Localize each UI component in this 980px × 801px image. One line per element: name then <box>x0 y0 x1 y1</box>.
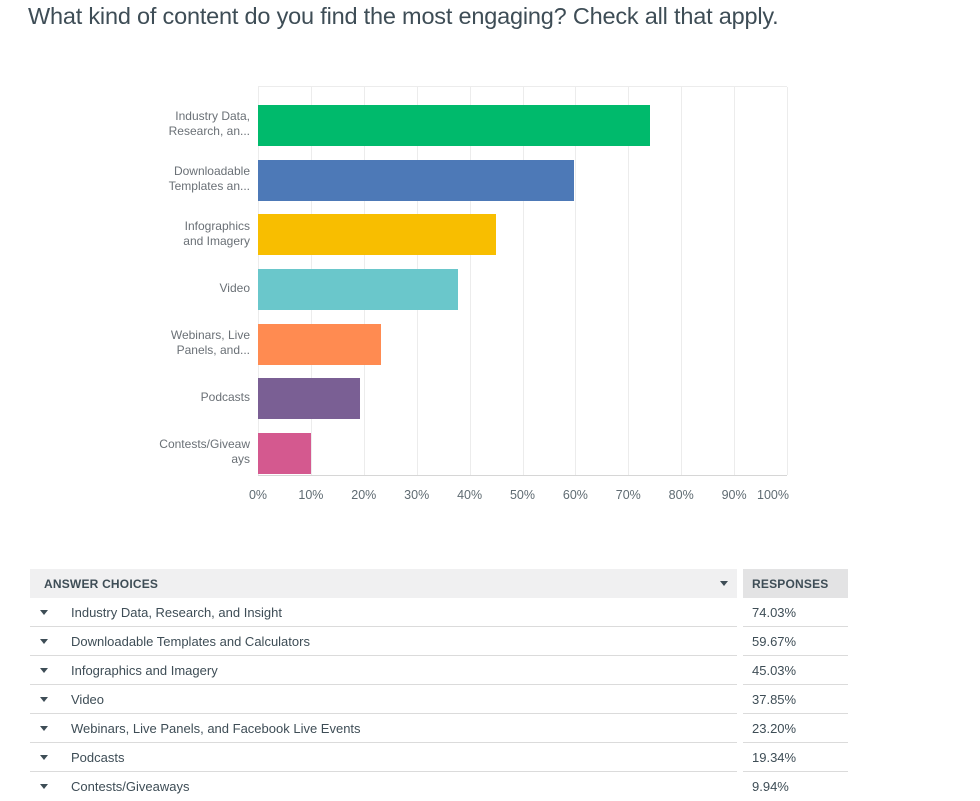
gridline <box>787 87 788 475</box>
x-axis-tick-label: 100% <box>757 488 789 502</box>
answer-choice-label: Infographics and Imagery <box>71 662 218 678</box>
response-value: 59.67% <box>752 633 797 649</box>
answer-choice-cell: Infographics and Imagery <box>30 656 737 685</box>
responses-header-label: RESPONSES <box>752 576 829 591</box>
answer-choice-cell: Podcasts <box>30 743 737 772</box>
answer-choices-header[interactable]: ANSWER CHOICES <box>30 569 737 598</box>
response-value: 37.85% <box>752 691 797 707</box>
x-axis-tick-label: 30% <box>404 488 430 502</box>
answer-choice-cell: Industry Data, Research, and Insight <box>30 598 737 627</box>
chart-bar <box>258 268 459 310</box>
category-label: Contests/Giveaw ays <box>159 437 250 467</box>
category-label: Industry Data, Research, an... <box>168 109 250 139</box>
gridline <box>575 87 577 475</box>
responses-header: RESPONSES <box>743 569 848 598</box>
gridline <box>628 87 630 475</box>
response-cell: 37.85% <box>743 685 848 714</box>
answer-choice-label: Downloadable Templates and Calculators <box>71 633 310 649</box>
answer-choice-label: Industry Data, Research, and Insight <box>71 604 283 620</box>
column-gap <box>737 685 743 714</box>
response-value: 9.94% <box>752 779 789 794</box>
category-label: Podcasts <box>200 390 250 405</box>
x-axis-tick-label: 70% <box>615 488 641 502</box>
answer-choice-cell: Contests/Giveaways <box>30 772 737 801</box>
row-expand-triangle-down-icon[interactable] <box>40 609 48 615</box>
response-cell: 19.34% <box>743 743 848 772</box>
chart-bar <box>258 104 650 146</box>
response-cell: 9.94% <box>743 772 848 801</box>
response-value: 74.03% <box>752 604 797 620</box>
response-cell: 74.03% <box>743 598 848 627</box>
answer-choice-cell: Video <box>30 685 737 714</box>
sort-triangle-down-icon[interactable] <box>720 581 728 586</box>
category-label: Video <box>219 280 250 295</box>
row-expand-triangle-down-icon[interactable] <box>40 754 48 760</box>
gridline <box>681 87 683 475</box>
x-axis-tick-label: 60% <box>562 488 588 502</box>
chart-bar <box>258 378 361 420</box>
answer-choice-label: Podcasts <box>71 749 125 765</box>
chart-bar <box>258 323 381 365</box>
table-row: Webinars, Live Panels, and Facebook Live… <box>30 714 848 743</box>
answer-choices-header-label: ANSWER CHOICES <box>44 576 159 591</box>
x-axis-tick-label: 50% <box>509 488 536 502</box>
chart-category-labels: Industry Data, Research, an... Downloadabl… <box>0 97 250 480</box>
category-label: Infographics and Imagery <box>183 218 250 248</box>
gridline <box>469 87 471 475</box>
chart-bar <box>258 214 497 256</box>
category-label: Webinars, Live Panels, and... <box>170 328 250 358</box>
x-axis-tick-label: 0% <box>248 488 268 502</box>
x-axis-tick-label: 80% <box>668 488 694 502</box>
answer-choice-cell: Webinars, Live Panels, and Facebook Live… <box>30 714 737 743</box>
column-gap <box>737 569 743 598</box>
x-axis-tick-label: 10% <box>298 488 324 502</box>
table-row: Industry Data, Research, and Insight 74.0… <box>30 598 848 627</box>
column-gap <box>737 743 743 772</box>
table-row: Podcasts 19.34% <box>30 743 848 772</box>
table-row: Downloadable Templates and Calculators 59… <box>30 627 848 656</box>
category-label: Downloadable Templates an... <box>168 164 250 194</box>
answer-choice-cell: Downloadable Templates and Calculators <box>30 627 737 656</box>
x-axis-tick-label: 90% <box>721 488 747 502</box>
response-cell: 45.03% <box>743 656 848 685</box>
answer-choice-label: Video <box>71 691 105 707</box>
x-axis-tick-label: 40% <box>457 488 483 502</box>
question-title: What kind of content do you find the mos… <box>28 3 779 29</box>
column-gap <box>737 772 743 801</box>
table-row: Video 37.85% <box>30 685 848 714</box>
response-value: 45.03% <box>752 662 797 678</box>
table-row: Infographics and Imagery 45.03% <box>30 656 848 685</box>
x-axis: 0% 10% 20% 30% 40% 50% 60% 70% 80% 90% 100% <box>249 488 789 504</box>
plot-area <box>258 86 788 476</box>
gridline <box>734 87 736 475</box>
response-value: 23.20% <box>752 720 797 736</box>
chart-bar <box>258 433 311 475</box>
answer-choice-label: Webinars, Live Panels, and Facebook Live… <box>71 720 361 736</box>
table-header-row: ANSWER CHOICES RESPONSES <box>30 569 848 598</box>
gridline <box>522 87 524 475</box>
response-cell: 59.67% <box>743 627 848 656</box>
chart-bar <box>258 159 574 201</box>
table-body: Industry Data, Research, and Insight 74.0… <box>30 598 848 801</box>
row-expand-triangle-down-icon[interactable] <box>40 638 48 644</box>
table-row: Contests/Giveaways 9.94% <box>30 772 848 801</box>
row-expand-triangle-down-icon[interactable] <box>40 696 48 702</box>
column-gap <box>737 627 743 656</box>
column-gap <box>737 714 743 743</box>
column-gap <box>737 656 743 685</box>
answer-choice-label: Contests/Giveaways <box>71 779 190 794</box>
row-expand-triangle-down-icon[interactable] <box>40 784 48 789</box>
column-gap <box>737 598 743 627</box>
row-expand-triangle-down-icon[interactable] <box>40 667 48 673</box>
response-value: 19.34% <box>752 749 797 765</box>
horizontal-bar-chart: Industry Data, Research, an... Downloadabl… <box>0 86 789 504</box>
answer-choices-table: ANSWER CHOICES RESPONSES Industry Data, … <box>30 569 848 801</box>
response-cell: 23.20% <box>743 714 848 743</box>
x-axis-tick-label: 20% <box>351 488 377 502</box>
row-expand-triangle-down-icon[interactable] <box>40 725 48 731</box>
